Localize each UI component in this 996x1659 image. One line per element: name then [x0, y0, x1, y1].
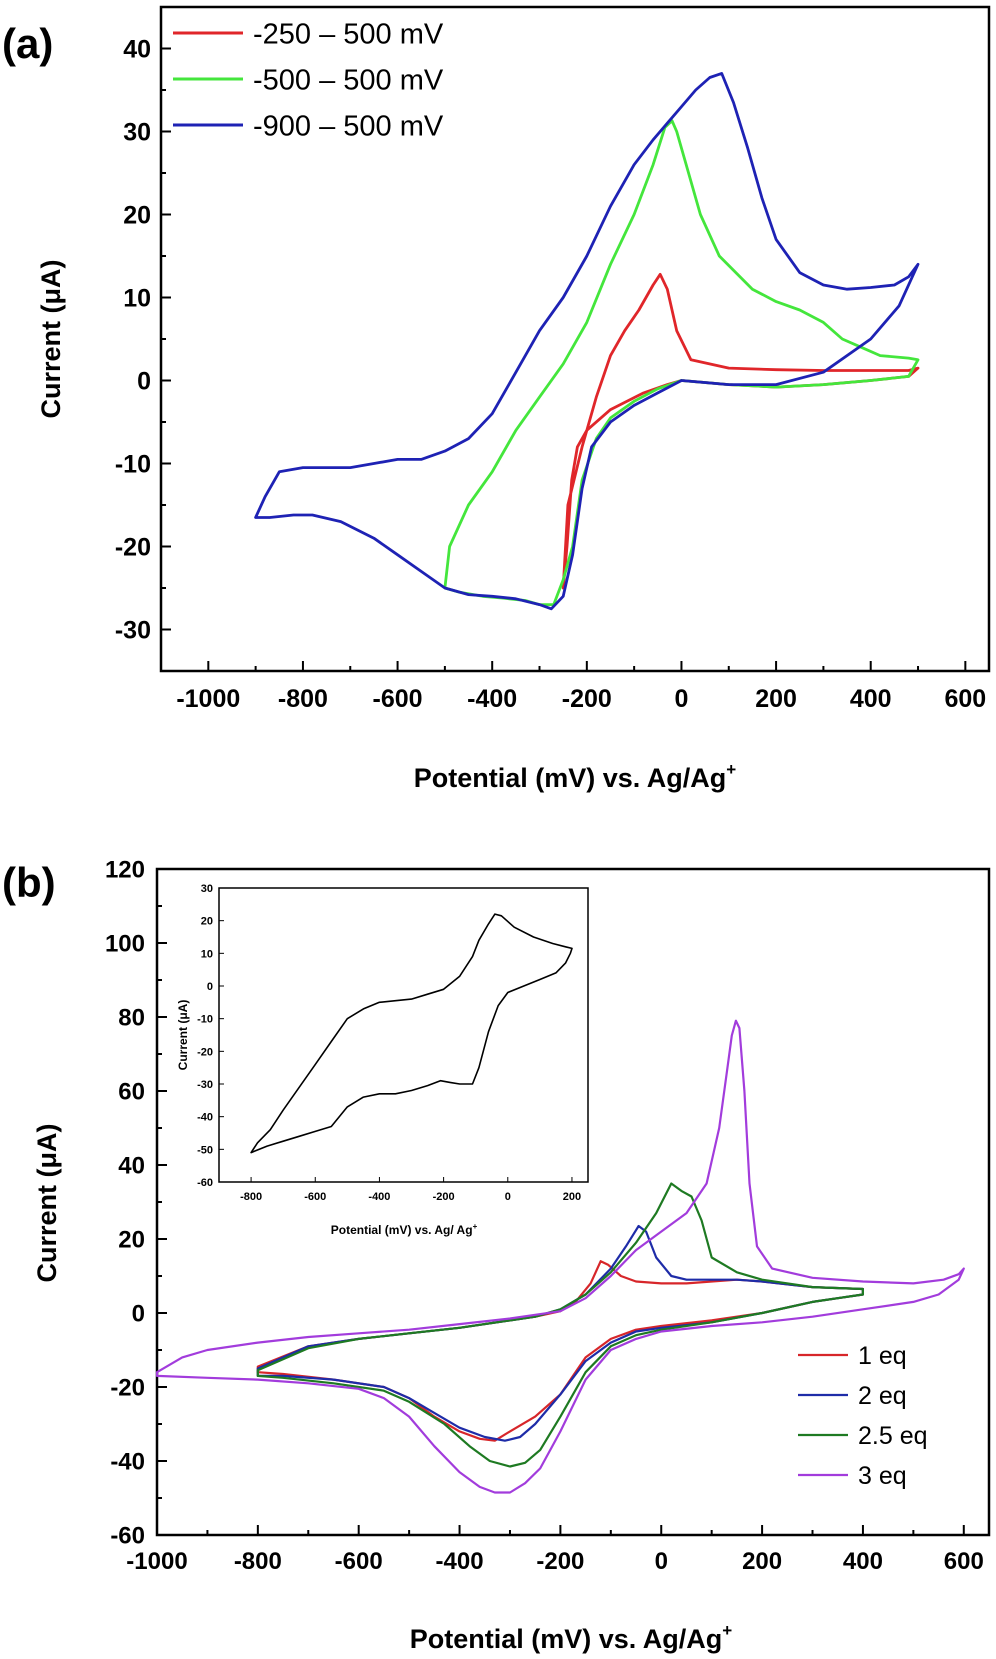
panel-b-x-tick-label: 0 [655, 1548, 668, 1575]
panel-a-x-tick-label: -800 [278, 685, 328, 713]
panel-b-y-tick-label: -60 [110, 1523, 145, 1550]
panel-a-legend-label-3: -900 – 500 mV [253, 110, 444, 142]
panel-b-y-tick-label: 60 [118, 1079, 145, 1106]
inset-x-tick-label: -400 [368, 1191, 390, 1203]
panel-b-y-tick-label: 120 [105, 857, 145, 884]
panel-a-chart: (a) -1000 -800 -600 -400 -200 0 200 400 600-30-2… [2, 5, 991, 793]
panel-a-x-axis-title-main: Potential (mV) vs. Ag/Ag [414, 763, 727, 793]
panel-b-legend-label-3: 2.5 eq [858, 1422, 928, 1450]
panel-b-x-axis-title-superscript: + [722, 1621, 732, 1640]
panel-b-x-tick-label: -800 [234, 1548, 282, 1575]
inset-y-tick-label: -50 [197, 1144, 213, 1156]
panel-a-series-1-line [561, 272, 920, 590]
panel-b-y-axis-title: Current (μA) [32, 1123, 62, 1282]
panel-b-legend: 1 eq 2 eq 2.5 eq 3 eq [798, 1342, 928, 1490]
panel-a-series-2-line [443, 119, 920, 606]
panel-b-x-tick-label: 200 [742, 1548, 782, 1575]
panel-b-y-tick-label: 100 [105, 931, 145, 958]
inset-y-tick-label: 30 [201, 883, 213, 895]
panel-b-y-tick-label: 40 [118, 1153, 145, 1180]
inset-y-tick-label: 20 [201, 916, 213, 928]
inset-x-tick-label: 200 [563, 1191, 581, 1203]
panel-b-x-tick-label: -1000 [126, 1548, 187, 1575]
inset-y-axis-title: Current (μA) [176, 1000, 190, 1071]
panel-b-x-axis-title-main: Potential (mV) vs. Ag/Ag [410, 1624, 723, 1654]
panel-b-x-tick-label: -200 [536, 1548, 584, 1575]
inset-x-tick-label: -200 [433, 1191, 455, 1203]
panel-a-y-tick-label: 40 [123, 36, 151, 64]
panel-b-y-tick-label: 80 [118, 1005, 145, 1032]
panel-a-label: (a) [2, 20, 53, 67]
panel-a-y-tick-label: -30 [115, 617, 151, 645]
inset-plot-frame [218, 887, 589, 1183]
panel-b-y-tick-label: -20 [110, 1375, 145, 1402]
panel-b-legend-label-4: 3 eq [858, 1462, 907, 1490]
inset-x-tick-label: -800 [240, 1191, 262, 1203]
inset-y-tick-label: 10 [201, 948, 213, 960]
panel-b-chart: (b) -1000 -800 -600 -400 -200 0 200 400 600-60-4… [2, 857, 991, 1654]
panel-a-x-tick-label: -1000 [176, 685, 240, 713]
panel-a-ticks: -1000 -800 -600 -400 -200 0 200 400 600-30-20-10… [115, 36, 986, 714]
panel-b-legend-label-1: 1 eq [858, 1342, 907, 1370]
panel-a-series-3-line [254, 72, 920, 611]
inset-y-tick-label: 0 [207, 981, 213, 993]
panel-a-x-tick-label: 0 [675, 685, 689, 713]
panel-a-y-tick-label: -20 [115, 534, 151, 562]
panel-a-plot-frame [159, 5, 991, 673]
panel-b-x-tick-label: 400 [843, 1548, 883, 1575]
panel-b-series [155, 1019, 965, 1494]
panel-a-y-tick-label: 0 [137, 368, 151, 396]
panel-b-x-tick-label: -600 [335, 1548, 383, 1575]
panel-a-legend: -250 – 500 mV -500 – 500 mV -900 – 500 mV [173, 18, 444, 142]
panel-b-series-1-line [256, 1260, 864, 1442]
panel-a-legend-label-1: -250 – 500 mV [253, 18, 444, 50]
inset-x-axis-title: Potential (mV) vs. Ag/ Ag+ [331, 1222, 478, 1237]
panel-b-inset-chart: -800 -600 -400 -200 0 200 -60 -50 -40 -30 -20 -10 0 1… [176, 883, 589, 1237]
panel-b-legend-label-2: 2 eq [858, 1382, 907, 1410]
panel-a-y-tick-label: -10 [115, 451, 151, 479]
panel-a-legend-label-2: -500 – 500 mV [253, 64, 444, 96]
inset-ticks: -800 -600 -400 -200 0 200 -60 -50 -40 -30 -20 -10 0 1… [197, 883, 581, 1203]
inset-x-tick-label: 0 [505, 1191, 511, 1203]
inset-x-tick-label: -600 [304, 1191, 326, 1203]
panel-b-series-4-line [155, 1019, 965, 1494]
panel-b-x-tick-label: 600 [944, 1548, 984, 1575]
panel-b-label: (b) [2, 859, 56, 906]
inset-y-tick-label: -30 [197, 1079, 213, 1091]
panel-a-x-tick-label: 200 [755, 685, 797, 713]
panel-a-x-tick-label: -600 [373, 685, 423, 713]
panel-a-x-tick-label: -400 [467, 685, 517, 713]
panel-b-x-tick-label: -400 [436, 1548, 484, 1575]
panel-a-y-tick-label: 20 [123, 202, 151, 230]
panel-a-x-axis-title: Potential (mV) vs. Ag/Ag+ [414, 760, 737, 793]
panel-b-series-3-line [256, 1182, 864, 1468]
panel-a-x-tick-label: -200 [562, 685, 612, 713]
inset-y-tick-label: -10 [197, 1014, 213, 1026]
panel-b-y-tick-label: 0 [132, 1301, 145, 1328]
panel-a-y-axis-title: Current (μA) [36, 259, 66, 418]
inset-y-tick-label: -20 [197, 1046, 213, 1058]
inset-x-axis-title-main: Potential (mV) vs. Ag/ Ag [331, 1223, 473, 1237]
panel-a-x-axis-title-superscript: + [726, 760, 736, 779]
panel-b-y-tick-label: 20 [118, 1227, 145, 1254]
inset-y-tick-label: -40 [197, 1112, 213, 1124]
panel-a-y-tick-label: 30 [123, 119, 151, 147]
panel-b-y-tick-label: -40 [110, 1449, 145, 1476]
inset-series [250, 913, 573, 1154]
panel-a-x-tick-label: 600 [944, 685, 986, 713]
inset-y-tick-label: -60 [197, 1177, 213, 1189]
inset-series-1-line [250, 913, 573, 1154]
panel-a-x-tick-label: 400 [850, 685, 892, 713]
inset-x-axis-title-superscript: + [473, 1222, 478, 1231]
panel-b-ticks: -1000 -800 -600 -400 -200 0 200 400 600-60-40-20… [105, 857, 984, 1575]
panel-a-series [254, 72, 920, 611]
panel-a-y-tick-label: 10 [123, 285, 151, 313]
panel-b-x-axis-title: Potential (mV) vs. Ag/Ag+ [410, 1621, 733, 1654]
